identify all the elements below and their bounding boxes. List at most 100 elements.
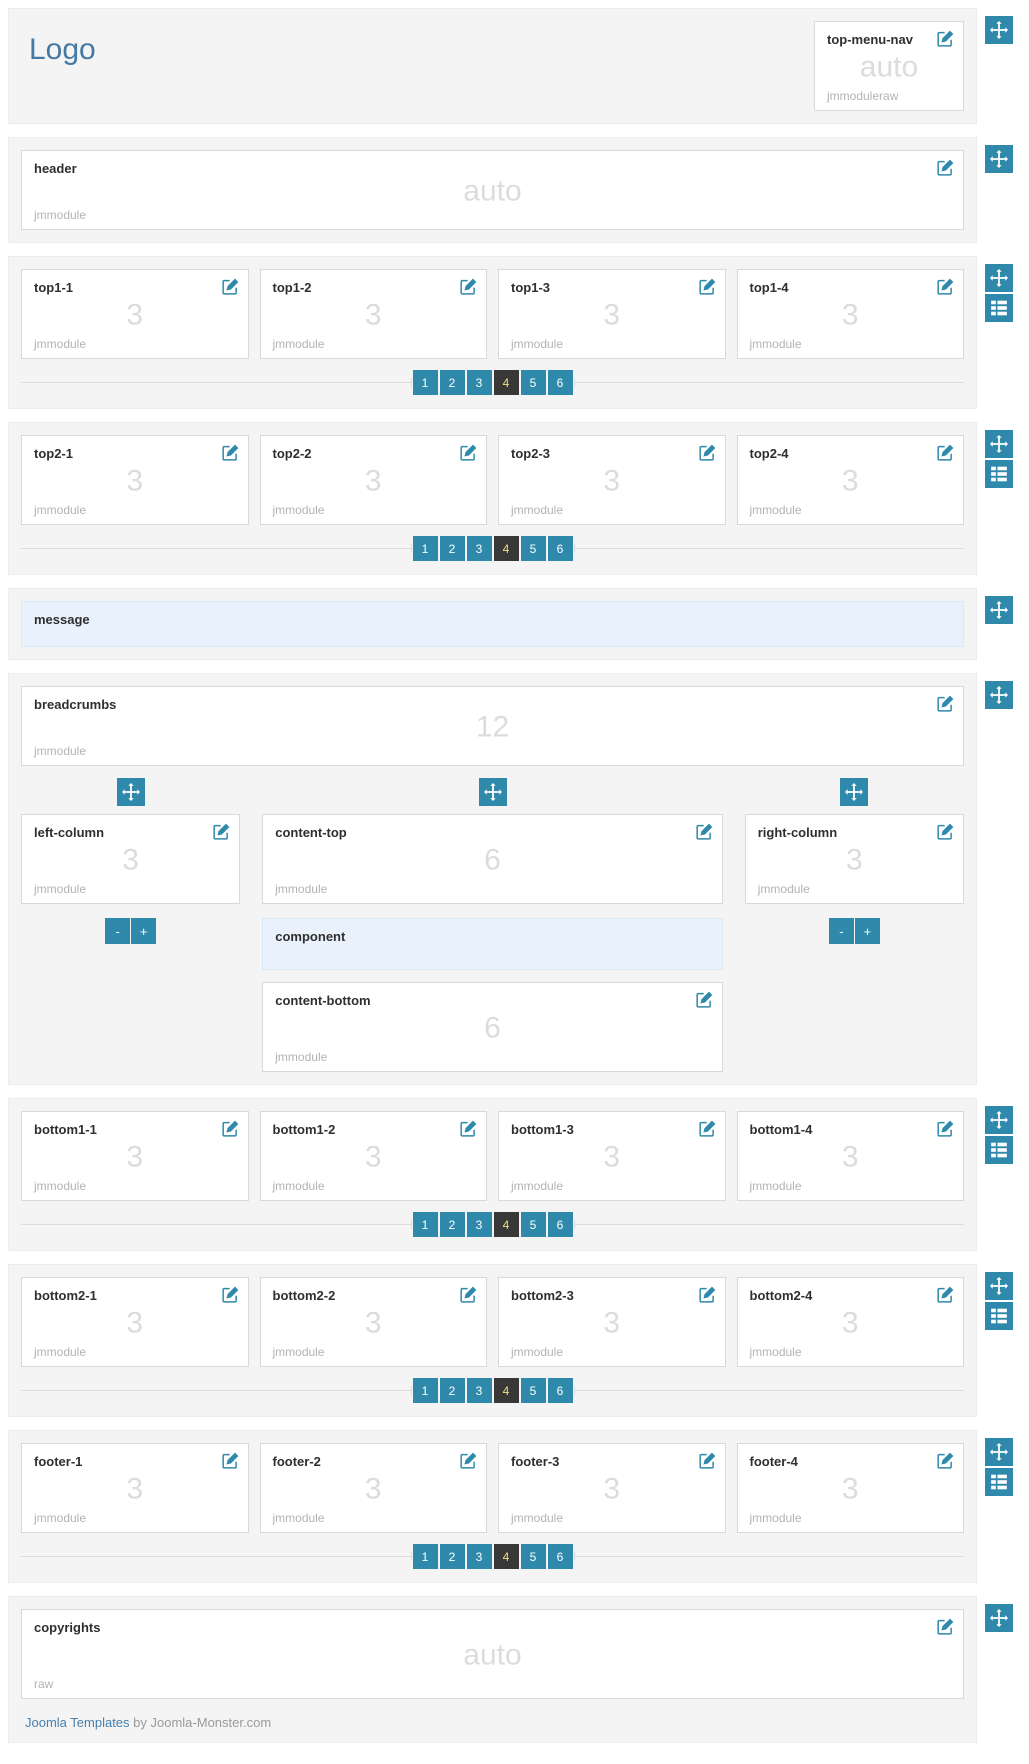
column-count-4-active[interactable]: 4 <box>493 1544 519 1569</box>
row-layout-icon[interactable] <box>985 1136 1013 1164</box>
edit-icon[interactable] <box>698 444 716 461</box>
move-row-icon[interactable] <box>985 264 1013 292</box>
column-count-5[interactable]: 5 <box>520 370 546 395</box>
module-label: bottom2-3 <box>511 1288 574 1303</box>
column-count-4-active[interactable]: 4 <box>493 370 519 395</box>
edit-icon[interactable] <box>221 1120 239 1137</box>
column-count-2[interactable]: 2 <box>439 536 465 561</box>
column-count-1[interactable]: 1 <box>412 1378 438 1403</box>
module-label: component <box>275 929 346 944</box>
decrease-width-button[interactable]: - <box>828 918 854 944</box>
move-row-icon[interactable] <box>985 1272 1013 1300</box>
edit-icon[interactable] <box>696 823 713 840</box>
edit-icon[interactable] <box>698 278 716 295</box>
edit-icon[interactable] <box>937 823 954 840</box>
move-row-icon[interactable] <box>985 1438 1013 1466</box>
edit-icon[interactable] <box>698 1120 716 1137</box>
column-count-3[interactable]: 3 <box>466 1212 492 1237</box>
move-right-column-icon[interactable] <box>840 778 869 806</box>
move-left-column-icon[interactable] <box>116 778 145 806</box>
edit-icon[interactable] <box>698 1452 716 1469</box>
move-row-icon[interactable] <box>985 681 1013 709</box>
column-count-6[interactable]: 6 <box>547 536 573 561</box>
edit-icon[interactable] <box>696 991 713 1008</box>
move-row-icon[interactable] <box>985 1604 1013 1632</box>
move-row-icon[interactable] <box>985 596 1013 624</box>
column-count-2[interactable]: 2 <box>439 370 465 395</box>
edit-icon[interactable] <box>698 1286 716 1303</box>
logo-band-controls <box>977 16 1021 44</box>
edit-icon[interactable] <box>937 278 954 295</box>
column-count-6[interactable]: 6 <box>547 1544 573 1569</box>
increase-width-button[interactable]: + <box>131 918 157 944</box>
module-width-value: 3 <box>841 1140 859 1174</box>
column-count-5[interactable]: 5 <box>520 1378 546 1403</box>
module-type: jmmodule <box>272 1179 325 1193</box>
row-layout-icon[interactable] <box>985 294 1013 322</box>
edit-icon[interactable] <box>937 1452 954 1469</box>
column-count-3[interactable]: 3 <box>466 1544 492 1569</box>
column-count-6[interactable]: 6 <box>547 1378 573 1403</box>
move-content-column-icon[interactable] <box>478 778 507 806</box>
edit-icon[interactable] <box>937 1618 954 1635</box>
column-count-1[interactable]: 1 <box>412 1544 438 1569</box>
footer-section: footer-1 3 jmmodule footer-2 3 jmmodule … <box>8 1430 977 1583</box>
edit-icon[interactable] <box>460 444 477 461</box>
module-top1-3: top1-3 3 jmmodule <box>498 269 726 359</box>
edit-icon[interactable] <box>937 444 954 461</box>
column-count-5[interactable]: 5 <box>520 536 546 561</box>
move-row-icon[interactable] <box>985 145 1013 173</box>
increase-width-button[interactable]: + <box>854 918 880 944</box>
row-layout-icon[interactable] <box>985 1468 1013 1496</box>
row-layout-icon[interactable] <box>985 1302 1013 1330</box>
edit-icon[interactable] <box>460 1286 477 1303</box>
module-label: top2-3 <box>511 446 550 461</box>
credit-link[interactable]: Joomla Templates <box>25 1715 130 1730</box>
column-count-2[interactable]: 2 <box>439 1378 465 1403</box>
edit-icon[interactable] <box>221 1286 239 1303</box>
decrease-width-button[interactable]: - <box>105 918 131 944</box>
column-count-2[interactable]: 2 <box>439 1544 465 1569</box>
column-count-5[interactable]: 5 <box>520 1544 546 1569</box>
column-count-1[interactable]: 1 <box>412 370 438 395</box>
logo-section: Logo top-menu-nav auto jmmoduleraw <box>8 8 977 124</box>
column-count-4-active[interactable]: 4 <box>493 1212 519 1237</box>
edit-icon[interactable] <box>460 1452 477 1469</box>
module-top1-1: top1-1 3 jmmodule <box>21 269 249 359</box>
column-count-6[interactable]: 6 <box>547 370 573 395</box>
edit-icon[interactable] <box>460 278 477 295</box>
row-layout-icon[interactable] <box>985 460 1013 488</box>
column-count-6[interactable]: 6 <box>547 1212 573 1237</box>
column-count-3[interactable]: 3 <box>466 370 492 395</box>
move-row-icon[interactable] <box>985 1106 1013 1134</box>
move-row-icon[interactable] <box>985 16 1013 44</box>
column-count-1[interactable]: 1 <box>412 1212 438 1237</box>
module-type: jmmodule <box>272 337 325 351</box>
column-count-selector: 1 2 3 4 5 6 <box>21 1543 964 1570</box>
edit-icon[interactable] <box>221 444 239 461</box>
edit-icon[interactable] <box>221 278 239 295</box>
edit-icon[interactable] <box>937 1286 954 1303</box>
module-label: bottom1-1 <box>34 1122 97 1137</box>
module-content-bottom: content-bottom 6 jmmodule <box>262 982 723 1072</box>
column-count-3[interactable]: 3 <box>466 1378 492 1403</box>
edit-icon[interactable] <box>937 1120 954 1137</box>
header-band-controls <box>977 145 1021 173</box>
column-count-2[interactable]: 2 <box>439 1212 465 1237</box>
module-type: jmmodule <box>749 1511 802 1525</box>
edit-icon[interactable] <box>460 1120 477 1137</box>
module-width-value: 3 <box>364 1140 382 1174</box>
column-count-5[interactable]: 5 <box>520 1212 546 1237</box>
column-count-1[interactable]: 1 <box>412 536 438 561</box>
edit-icon[interactable] <box>221 1452 239 1469</box>
column-count-4-active[interactable]: 4 <box>493 536 519 561</box>
edit-icon[interactable] <box>213 823 230 840</box>
edit-icon[interactable] <box>937 695 954 712</box>
move-row-icon[interactable] <box>985 430 1013 458</box>
column-count-3[interactable]: 3 <box>466 536 492 561</box>
column-count-4-active[interactable]: 4 <box>493 1378 519 1403</box>
edit-icon[interactable] <box>937 159 954 176</box>
module-type: jmmoduleraw <box>827 89 899 103</box>
edit-icon[interactable] <box>937 30 954 47</box>
module-label: footer-3 <box>511 1454 560 1469</box>
